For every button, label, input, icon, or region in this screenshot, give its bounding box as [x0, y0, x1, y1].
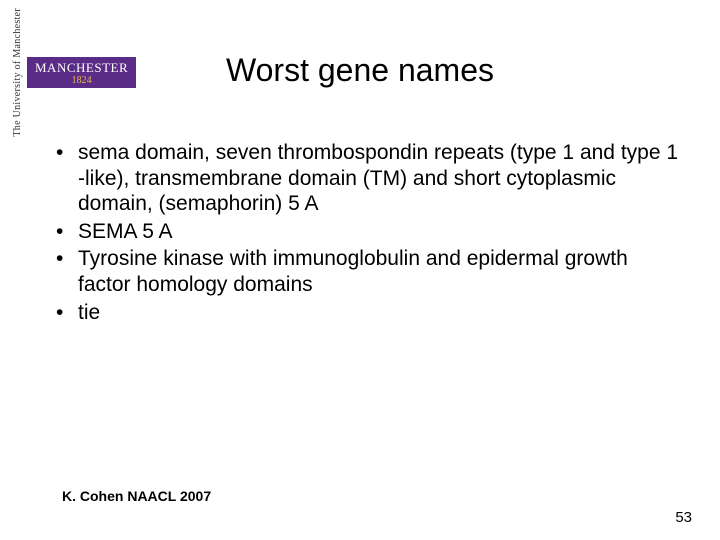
list-item: tie	[50, 300, 680, 326]
list-item: SEMA 5 A	[50, 219, 680, 245]
slide-title: Worst gene names	[0, 52, 720, 89]
list-item: Tyrosine kinase with immunoglobulin and …	[50, 246, 680, 297]
citation-text: K. Cohen NAACL 2007	[62, 488, 211, 504]
page-number: 53	[675, 509, 692, 526]
bullet-list: sema domain, seven thrombospondin repeat…	[50, 140, 680, 327]
list-item: sema domain, seven thrombospondin repeat…	[50, 140, 680, 217]
